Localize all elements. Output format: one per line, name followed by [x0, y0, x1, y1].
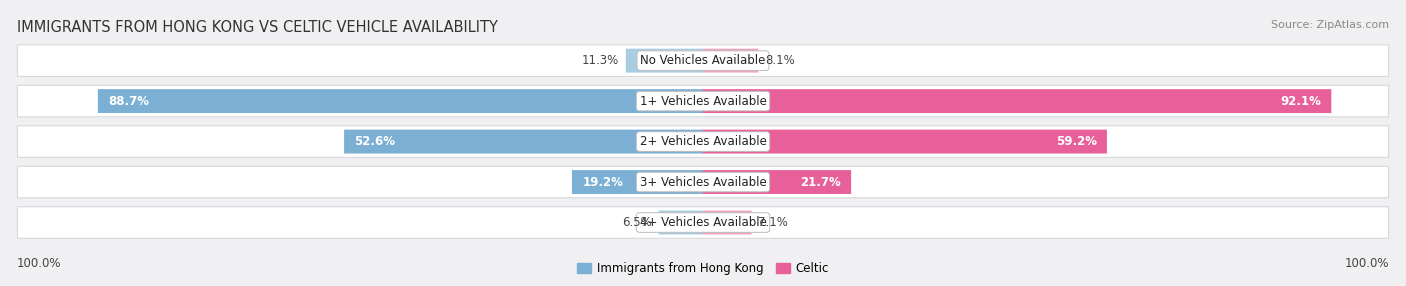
Text: 100.0%: 100.0%: [1344, 257, 1389, 270]
Text: 88.7%: 88.7%: [108, 95, 149, 108]
Text: IMMIGRANTS FROM HONG KONG VS CELTIC VEHICLE AVAILABILITY: IMMIGRANTS FROM HONG KONG VS CELTIC VEHI…: [17, 20, 498, 35]
Legend: Immigrants from Hong Kong, Celtic: Immigrants from Hong Kong, Celtic: [572, 258, 834, 280]
FancyBboxPatch shape: [703, 49, 758, 73]
FancyBboxPatch shape: [572, 170, 703, 194]
Text: 7.1%: 7.1%: [758, 216, 789, 229]
FancyBboxPatch shape: [703, 130, 1107, 154]
FancyBboxPatch shape: [17, 166, 1389, 198]
Text: No Vehicles Available: No Vehicles Available: [640, 54, 766, 67]
Text: Source: ZipAtlas.com: Source: ZipAtlas.com: [1271, 20, 1389, 30]
FancyBboxPatch shape: [17, 126, 1389, 157]
Text: 4+ Vehicles Available: 4+ Vehicles Available: [640, 216, 766, 229]
FancyBboxPatch shape: [17, 207, 1389, 238]
Text: 19.2%: 19.2%: [582, 176, 623, 188]
FancyBboxPatch shape: [703, 210, 752, 235]
Text: 6.5%: 6.5%: [621, 216, 652, 229]
FancyBboxPatch shape: [17, 85, 1389, 117]
Text: 59.2%: 59.2%: [1056, 135, 1097, 148]
Text: 2+ Vehicles Available: 2+ Vehicles Available: [640, 135, 766, 148]
Text: 52.6%: 52.6%: [354, 135, 395, 148]
Text: 3+ Vehicles Available: 3+ Vehicles Available: [640, 176, 766, 188]
FancyBboxPatch shape: [344, 130, 703, 154]
Text: 11.3%: 11.3%: [582, 54, 619, 67]
FancyBboxPatch shape: [658, 210, 703, 235]
FancyBboxPatch shape: [703, 170, 851, 194]
Text: 1+ Vehicles Available: 1+ Vehicles Available: [640, 95, 766, 108]
FancyBboxPatch shape: [98, 89, 703, 113]
FancyBboxPatch shape: [626, 49, 703, 73]
Text: 21.7%: 21.7%: [800, 176, 841, 188]
Text: 100.0%: 100.0%: [17, 257, 62, 270]
Text: 8.1%: 8.1%: [765, 54, 794, 67]
FancyBboxPatch shape: [17, 45, 1389, 76]
Text: 92.1%: 92.1%: [1279, 95, 1322, 108]
FancyBboxPatch shape: [703, 89, 1331, 113]
